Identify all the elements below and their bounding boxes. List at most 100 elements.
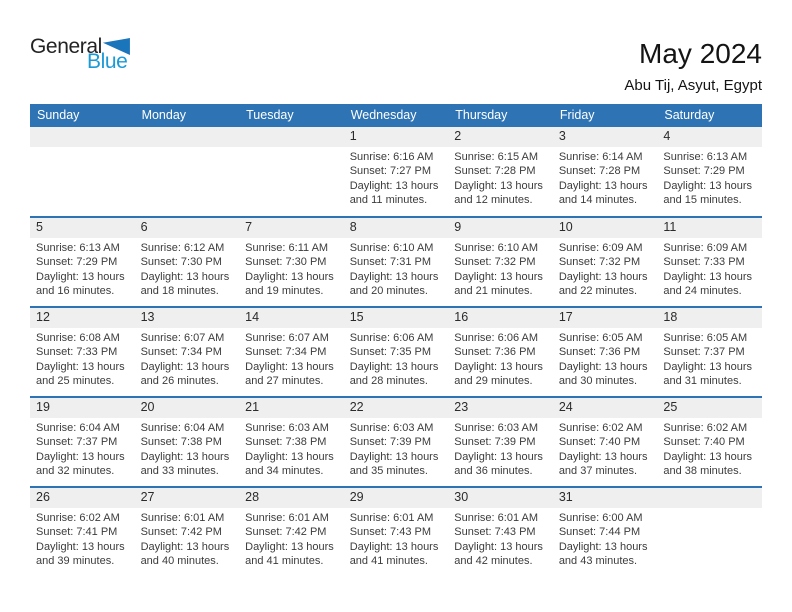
day-details: Sunrise: 6:13 AM Sunset: 7:29 PM Dayligh… bbox=[657, 147, 762, 207]
day-number: 11 bbox=[657, 218, 762, 238]
week-row: 5 Sunrise: 6:13 AM Sunset: 7:29 PM Dayli… bbox=[30, 216, 762, 307]
day-number: 12 bbox=[30, 308, 135, 328]
daylight-text-line2: and 18 minutes. bbox=[140, 284, 219, 297]
day-number: 27 bbox=[134, 488, 240, 508]
sunset-text: Sunset: 7:35 PM bbox=[349, 346, 432, 359]
sunrise-text: Sunrise: 6:06 AM bbox=[349, 332, 434, 344]
daylight-text-line1: Daylight: 13 hours bbox=[558, 450, 648, 463]
sunrise-text: Sunrise: 6:09 AM bbox=[558, 242, 643, 254]
sunrise-text: Sunrise: 6:16 AM bbox=[349, 151, 434, 163]
day-cell: 1 Sunrise: 6:16 AM Sunset: 7:27 PM Dayli… bbox=[343, 127, 449, 217]
daylight-text-line1: Daylight: 13 hours bbox=[558, 270, 648, 283]
sunrise-text: Sunrise: 6:07 AM bbox=[245, 332, 329, 344]
sunrise-text: Sunrise: 6:08 AM bbox=[36, 332, 120, 344]
day-cell bbox=[30, 127, 135, 217]
page-title: May 2024 bbox=[639, 38, 762, 69]
daylight-text-line1: Daylight: 13 hours bbox=[349, 450, 439, 463]
sunrise-text: Sunrise: 6:04 AM bbox=[36, 422, 120, 434]
day-details: Sunrise: 6:15 AM Sunset: 7:28 PM Dayligh… bbox=[448, 147, 553, 207]
day-number: 4 bbox=[657, 127, 762, 147]
daylight-text-line2: and 39 minutes. bbox=[36, 554, 115, 567]
sunrise-text: Sunrise: 6:11 AM bbox=[245, 242, 329, 254]
day-cell: 2 Sunrise: 6:15 AM Sunset: 7:28 PM Dayli… bbox=[448, 127, 553, 217]
sunset-text: Sunset: 7:37 PM bbox=[36, 436, 118, 449]
day-cell: 26 Sunrise: 6:02 AM Sunset: 7:41 PM Dayl… bbox=[30, 486, 135, 577]
weekday-header-sunday: Sunday bbox=[30, 104, 135, 127]
daylight-text-line1: Daylight: 13 hours bbox=[663, 179, 753, 192]
day-cell: 7 Sunrise: 6:11 AM Sunset: 7:30 PM Dayli… bbox=[239, 216, 344, 307]
daylight-text-line1: Daylight: 13 hours bbox=[454, 540, 543, 553]
day-number: 20 bbox=[134, 398, 240, 418]
sunrise-text: Sunrise: 6:04 AM bbox=[140, 422, 225, 434]
day-number: 22 bbox=[343, 398, 449, 418]
daylight-text-line1: Daylight: 13 hours bbox=[558, 540, 648, 553]
day-cell: 9 Sunrise: 6:10 AM Sunset: 7:32 PM Dayli… bbox=[448, 216, 553, 307]
sunrise-text: Sunrise: 6:10 AM bbox=[349, 242, 434, 254]
daylight-text-line2: and 29 minutes. bbox=[454, 374, 533, 387]
day-number: 5 bbox=[30, 218, 135, 238]
sunset-text: Sunset: 7:37 PM bbox=[663, 346, 745, 359]
day-cell: 24 Sunrise: 6:02 AM Sunset: 7:40 PM Dayl… bbox=[552, 396, 658, 487]
daylight-text-line1: Daylight: 13 hours bbox=[140, 360, 230, 373]
day-cell bbox=[657, 486, 762, 577]
sunset-text: Sunset: 7:40 PM bbox=[663, 436, 745, 449]
daylight-text-line1: Daylight: 13 hours bbox=[454, 360, 543, 373]
daylight-text-line1: Daylight: 13 hours bbox=[454, 270, 543, 283]
day-cell: 18 Sunrise: 6:05 AM Sunset: 7:37 PM Dayl… bbox=[657, 306, 762, 397]
day-details: Sunrise: 6:07 AM Sunset: 7:34 PM Dayligh… bbox=[135, 328, 240, 388]
daylight-text-line2: and 27 minutes. bbox=[245, 374, 324, 387]
daylight-text-line1: Daylight: 13 hours bbox=[663, 270, 753, 283]
daylight-text-line1: Daylight: 13 hours bbox=[558, 179, 648, 192]
daylight-text-line2: and 30 minutes. bbox=[558, 374, 638, 387]
day-cell: 21 Sunrise: 6:03 AM Sunset: 7:38 PM Dayl… bbox=[239, 396, 344, 487]
title-block: May 2024 Abu Tij, Asyut, Egypt bbox=[624, 38, 762, 94]
day-number bbox=[657, 488, 762, 508]
daylight-text-line2: and 24 minutes. bbox=[663, 284, 742, 297]
day-number: 1 bbox=[343, 127, 449, 147]
sunrise-text: Sunrise: 6:14 AM bbox=[558, 151, 643, 163]
day-cell: 11 Sunrise: 6:09 AM Sunset: 7:33 PM Dayl… bbox=[657, 216, 762, 307]
daylight-text-line1: Daylight: 13 hours bbox=[349, 270, 439, 283]
day-details: Sunrise: 6:09 AM Sunset: 7:33 PM Dayligh… bbox=[657, 238, 762, 298]
calendar-body: 1 Sunrise: 6:16 AM Sunset: 7:27 PM Dayli… bbox=[30, 127, 762, 577]
day-cell: 27 Sunrise: 6:01 AM Sunset: 7:42 PM Dayl… bbox=[134, 486, 240, 577]
day-number: 9 bbox=[448, 218, 553, 238]
daylight-text-line1: Daylight: 13 hours bbox=[36, 540, 125, 553]
daylight-text-line2: and 14 minutes. bbox=[558, 193, 638, 206]
day-number: 6 bbox=[134, 218, 240, 238]
daylight-text-line1: Daylight: 13 hours bbox=[663, 360, 753, 373]
sunset-text: Sunset: 7:31 PM bbox=[349, 256, 432, 269]
day-details bbox=[30, 147, 135, 150]
daylight-text-line2: and 22 minutes. bbox=[558, 284, 638, 297]
daylight-text-line2: and 19 minutes. bbox=[245, 284, 324, 297]
day-number: 16 bbox=[448, 308, 553, 328]
daylight-text-line1: Daylight: 13 hours bbox=[140, 450, 230, 463]
daylight-text-line2: and 41 minutes. bbox=[349, 554, 428, 567]
sunset-text: Sunset: 7:43 PM bbox=[349, 526, 432, 539]
day-details: Sunrise: 6:04 AM Sunset: 7:37 PM Dayligh… bbox=[30, 418, 135, 478]
day-cell: 10 Sunrise: 6:09 AM Sunset: 7:32 PM Dayl… bbox=[552, 216, 658, 307]
sunrise-text: Sunrise: 6:01 AM bbox=[454, 512, 539, 524]
day-cell: 13 Sunrise: 6:07 AM Sunset: 7:34 PM Dayl… bbox=[134, 306, 240, 397]
daylight-text-line1: Daylight: 13 hours bbox=[454, 179, 543, 192]
day-details: Sunrise: 6:03 AM Sunset: 7:39 PM Dayligh… bbox=[448, 418, 553, 478]
day-details: Sunrise: 6:07 AM Sunset: 7:34 PM Dayligh… bbox=[239, 328, 344, 388]
sunset-text: Sunset: 7:39 PM bbox=[349, 436, 432, 449]
day-details: Sunrise: 6:10 AM Sunset: 7:32 PM Dayligh… bbox=[448, 238, 553, 298]
sunrise-text: Sunrise: 6:03 AM bbox=[245, 422, 329, 434]
day-details: Sunrise: 6:10 AM Sunset: 7:31 PM Dayligh… bbox=[344, 238, 449, 298]
daylight-text-line2: and 37 minutes. bbox=[558, 464, 638, 477]
week-row: 19 Sunrise: 6:04 AM Sunset: 7:37 PM Dayl… bbox=[30, 396, 762, 487]
day-cell: 8 Sunrise: 6:10 AM Sunset: 7:31 PM Dayli… bbox=[343, 216, 449, 307]
day-cell: 30 Sunrise: 6:01 AM Sunset: 7:43 PM Dayl… bbox=[448, 486, 553, 577]
daylight-text-line1: Daylight: 13 hours bbox=[663, 450, 753, 463]
daylight-text-line2: and 33 minutes. bbox=[140, 464, 219, 477]
sunset-text: Sunset: 7:30 PM bbox=[140, 256, 222, 269]
daylight-text-line2: and 41 minutes. bbox=[245, 554, 324, 567]
daylight-text-line1: Daylight: 13 hours bbox=[36, 270, 125, 283]
day-details: Sunrise: 6:02 AM Sunset: 7:41 PM Dayligh… bbox=[30, 508, 135, 568]
day-details: Sunrise: 6:12 AM Sunset: 7:30 PM Dayligh… bbox=[135, 238, 240, 298]
sunrise-text: Sunrise: 6:12 AM bbox=[140, 242, 225, 254]
daylight-text-line2: and 38 minutes. bbox=[663, 464, 742, 477]
